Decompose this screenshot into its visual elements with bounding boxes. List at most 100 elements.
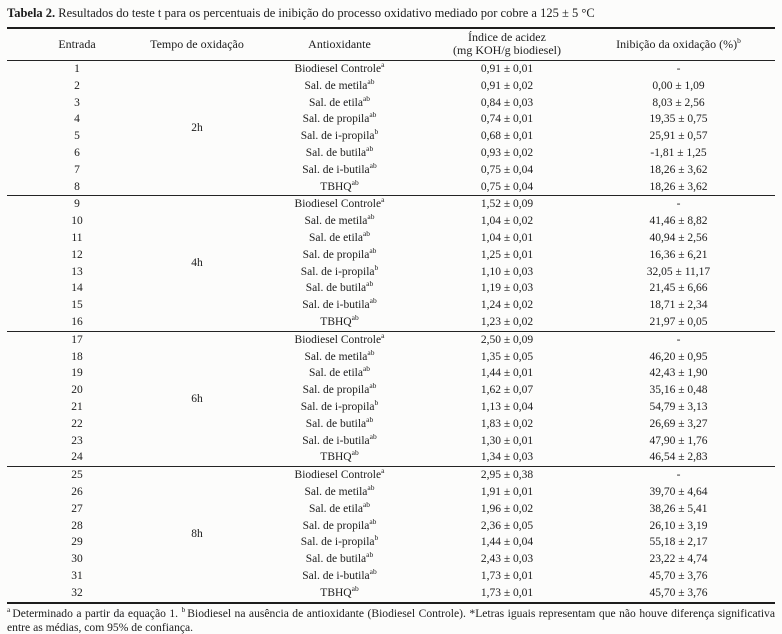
- cell-antioxidante: TBHQab: [320, 177, 359, 193]
- antioxidant-footnote-marker: b: [374, 127, 379, 137]
- cell-indice-acidez: 1,91 ± 0,01: [480, 485, 534, 498]
- oxidation-group-4h: 9 4h Biodiesel Controlea 1,52 ± 0,09 - 10 Sal.…: [7, 195, 775, 331]
- table-row: 31 Sal. de i-butilaab 1,73 ± 0,01 45,70 ± 3…: [7, 568, 775, 585]
- table-row: 17 6h Biodiesel Controlea 2,50 ± 0,09 -: [7, 331, 775, 405]
- antioxidant-footnote-marker: a: [381, 60, 385, 70]
- table-row: 32 TBHQab 1,73 ± 0,01 45,70 ± 3,76: [7, 585, 775, 603]
- cell-antioxidante: Sal. de etilaab: [308, 499, 371, 515]
- table-row: 14 Sal. de butilaab 1,19 ± 0,03 21,45 ± 6,6…: [7, 280, 775, 297]
- cell-antioxidante: Sal. de propilaab: [302, 110, 377, 126]
- cell-inibicao-oxidacao: -: [676, 333, 681, 346]
- cell-indice-acidez: 1,96 ± 0,02: [480, 502, 534, 515]
- col-header-entrada: Entrada: [58, 36, 96, 51]
- antioxidant-footnote-marker: ab: [369, 567, 377, 577]
- cell-antioxidante: Sal. de metilaab: [304, 347, 375, 363]
- cell-indice-acidez: 0,74 ± 0,01: [480, 113, 534, 126]
- cell-antioxidante: Sal. de i-propilab: [300, 533, 379, 549]
- footnote-marker-b: b: [181, 604, 186, 614]
- cell-entrada: 7: [74, 163, 80, 176]
- cell-antioxidante: Sal. de propilaab: [302, 381, 377, 397]
- cell-antioxidante: Sal. de butilaab: [305, 414, 374, 430]
- table-caption-label: Tabela 2.: [7, 6, 56, 20]
- table-row: 7 Sal. de i-butilaab 0,75 ± 0,04 18,26 ± 3,…: [7, 162, 775, 179]
- cell-inibicao-oxidacao: 42,43 ± 1,90: [649, 367, 708, 380]
- cell-inibicao-oxidacao: 47,90 ± 1,76: [649, 434, 708, 447]
- table-row: 13 Sal. de i-propilab 1,10 ± 0,03 32,05 ± 1…: [7, 263, 775, 281]
- cell-entrada: 28: [71, 519, 83, 532]
- antioxidant-footnote-marker: ab: [366, 144, 374, 154]
- cell-indice-acidez: 1,25 ± 0,01: [480, 248, 534, 261]
- cell-antioxidante: Biodiesel Controlea: [294, 466, 385, 482]
- table-row: 28 Sal. de propilaab 2,36 ± 0,05 26,10 ± 3,…: [7, 516, 775, 535]
- antioxidant-footnote-marker: ab: [367, 76, 375, 86]
- antioxidant-footnote-marker: ab: [369, 110, 377, 120]
- cell-indice-acidez: 1,30 ± 0,01: [480, 434, 534, 447]
- table-row: 22 Sal. de butilaab 1,83 ± 0,02 26,69 ± 3,2…: [7, 416, 775, 433]
- cell-inibicao-oxidacao: 46,54 ± 2,83: [649, 451, 708, 464]
- cell-inibicao-oxidacao: 0,00 ± 1,09: [652, 79, 705, 92]
- table-row: 9 4h Biodiesel Controlea 1,52 ± 0,09 -: [7, 195, 775, 269]
- cell-indice-acidez: 1,35 ± 0,05: [480, 350, 534, 363]
- antioxidant-footnote-marker: ab: [369, 296, 377, 306]
- antioxidant-footnote-marker: ab: [366, 279, 374, 289]
- antioxidant-footnote-marker: b: [374, 533, 379, 543]
- cell-inibicao-oxidacao: 35,16 ± 0,48: [649, 384, 708, 397]
- antioxidant-footnote-marker: ab: [351, 313, 359, 323]
- cell-tempo-oxidacao: 2h: [191, 121, 203, 134]
- cell-inibicao-oxidacao: 21,97 ± 0,05: [649, 315, 708, 328]
- cell-inibicao-oxidacao: 8,03 ± 2,56: [652, 96, 705, 109]
- cell-entrada: 32: [71, 586, 83, 599]
- cell-antioxidante: Sal. de i-butilaab: [302, 160, 377, 176]
- table-row: 6 Sal. de butilaab 0,93 ± 0,02 -1,81 ± 1,25: [7, 145, 775, 162]
- antioxidant-footnote-marker: ab: [369, 516, 377, 526]
- cell-antioxidante: Sal. de i-butilaab: [302, 431, 377, 447]
- cell-antioxidante: Biodiesel Controlea: [294, 195, 385, 211]
- table-footnote: a Determinado a partir da equação 1. b Bio…: [7, 604, 775, 634]
- col-header-antioxidante: Antioxidante: [308, 36, 371, 51]
- cell-entrada: 29: [71, 536, 83, 549]
- col-header-inibicao-text: Inibição da oxidação (%): [616, 36, 738, 51]
- antioxidant-footnote-marker: ab: [367, 212, 375, 222]
- cell-entrada: 4: [74, 113, 80, 126]
- table-header: Entrada Tempo de oxidação Antioxidante Í…: [7, 28, 775, 61]
- table-row: 1 2h Biodiesel Controlea 0,91 ± 0,01 -: [7, 60, 775, 134]
- footnote-marker-star: *: [469, 606, 476, 620]
- table-row: 15 Sal. de i-butilaab 1,24 ± 0,02 18,71 ± 2…: [7, 297, 775, 314]
- antioxidant-footnote-marker: a: [381, 195, 385, 205]
- table-row: 10 Sal. de metilaab 1,04 ± 0,02 41,46 ± 8,8…: [7, 213, 775, 230]
- cell-entrada: 18: [71, 350, 83, 363]
- cell-antioxidante: TBHQab: [320, 313, 359, 328]
- col-header-inibicao: Inibição da oxidação (%)b: [582, 28, 775, 61]
- cell-inibicao-oxidacao: 38,26 ± 5,41: [649, 502, 708, 515]
- cell-indice-acidez: 1,83 ± 0,02: [480, 417, 534, 430]
- cell-indice-acidez: 1,73 ± 0,01: [480, 569, 534, 582]
- table-row: 11 Sal. de etilaab 1,04 ± 0,01 40,94 ± 2,56: [7, 230, 775, 247]
- table-row: 24 TBHQab 1,34 ± 0,03 46,54 ± 2,83: [7, 449, 775, 466]
- cell-inibicao-oxidacao: -1,81 ± 1,25: [650, 146, 707, 159]
- cell-indice-acidez: 1,62 ± 0,07: [480, 384, 534, 397]
- cell-tempo-oxidacao: 4h: [191, 257, 203, 270]
- table-row: 16 TBHQab 1,23 ± 0,02 21,97 ± 0,05: [7, 314, 775, 331]
- cell-entrada: 5: [74, 130, 80, 143]
- cell-entrada: 8: [74, 180, 80, 193]
- table-caption-text: Resultados do teste t para os percentuai…: [55, 6, 595, 20]
- cell-inibicao-oxidacao: 18,71 ± 2,34: [649, 299, 708, 312]
- cell-inibicao-oxidacao: 46,20 ± 0,95: [649, 350, 708, 363]
- table-caption: Tabela 2. Resultados do teste t para os …: [7, 5, 775, 21]
- cell-antioxidante: Sal. de propilaab: [302, 516, 377, 532]
- table-row: 8 TBHQab 0,75 ± 0,04 18,26 ± 3,62: [7, 179, 775, 196]
- cell-antioxidante: Sal. de propilaab: [302, 245, 377, 261]
- cell-entrada: 12: [71, 248, 83, 261]
- cell-inibicao-oxidacao: 16,36 ± 6,21: [649, 248, 708, 261]
- antioxidant-footnote-marker: ab: [369, 381, 377, 391]
- table-row: 2 Sal. de metilaab 0,91 ± 0,02 0,00 ± 1,09: [7, 78, 775, 95]
- cell-inibicao-oxidacao: -: [676, 198, 681, 211]
- cell-entrada: 11: [71, 231, 83, 244]
- cell-indice-acidez: 2,43 ± 0,03: [480, 553, 534, 566]
- antioxidant-footnote-marker: ab: [351, 448, 359, 458]
- table-row: 27 Sal. de etilaab 1,96 ± 0,02 38,26 ± 5,41: [7, 501, 775, 518]
- cell-inibicao-oxidacao: 40,94 ± 2,56: [649, 231, 708, 244]
- cell-indice-acidez: 0,75 ± 0,04: [480, 163, 534, 176]
- cell-indice-acidez: 1,04 ± 0,02: [480, 215, 534, 228]
- cell-entrada: 16: [71, 315, 83, 328]
